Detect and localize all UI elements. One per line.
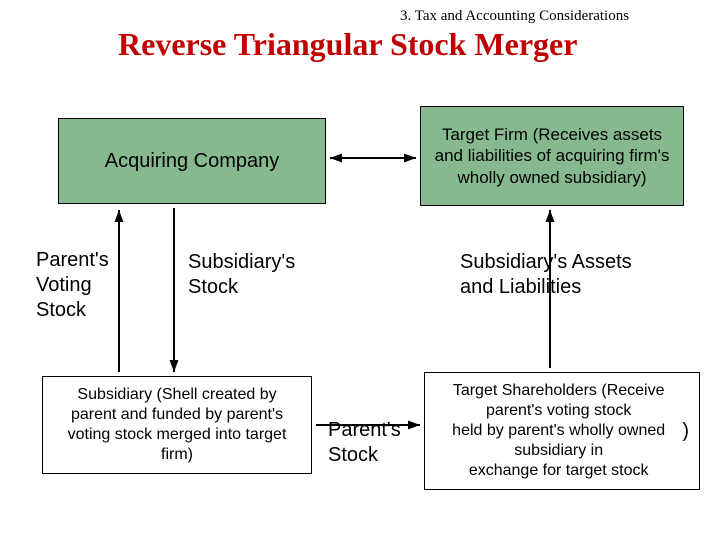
node-target-firm: Target Firm (Receives assets and liabili… [420, 106, 684, 206]
label-parents-stock: Parent'sStock [328, 418, 401, 468]
node-acquiring-company: Acquiring Company [58, 118, 326, 204]
section-header: 3. Tax and Accounting Considerations [400, 8, 629, 25]
label-subsidiarys-assets: Subsidiary's Assetsand Liabilities [460, 250, 632, 300]
label-parents-voting-stock: Parent'sVotingStock [36, 248, 109, 323]
node-subsidiary: Subsidiary (Shell created by parent and … [42, 376, 312, 474]
node-target-shareholders: Target Shareholders (Receive parent's vo… [424, 372, 700, 490]
label-subsidiarys-stock: Subsidiary'sStock [188, 250, 295, 300]
page-title: Reverse Triangular Stock Merger [118, 26, 577, 63]
